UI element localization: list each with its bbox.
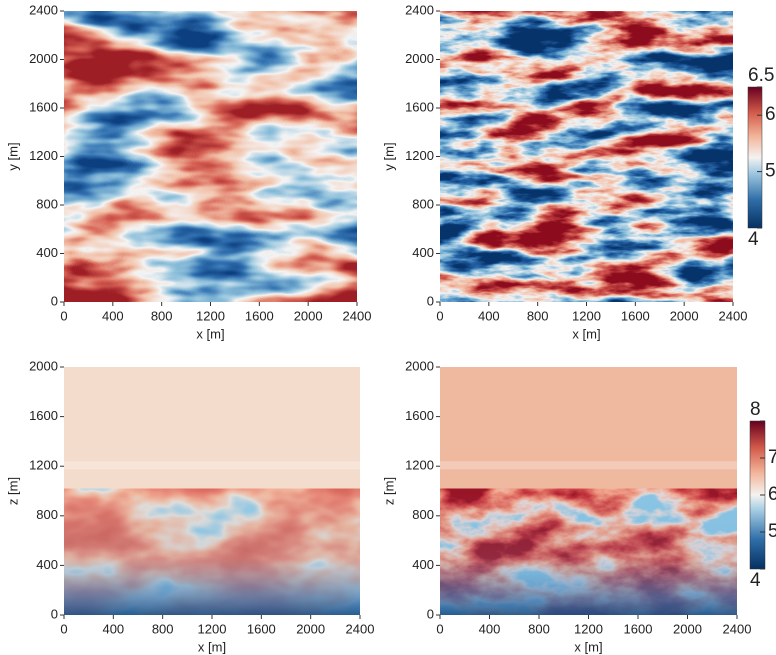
y-tick-label: 1600 [29,408,58,423]
colorbar-tick-label: 6 [765,104,776,125]
x-tick-label: 2000 [296,621,325,636]
y-tick-label: 1200 [29,458,58,473]
y-tick-label: 400 [412,245,434,260]
y-tick-label: 1600 [29,99,58,114]
x-tick-label: 800 [527,308,549,323]
x-tick-label: 2400 [343,308,372,323]
x-tick-label: 800 [151,308,173,323]
x-tick-label: 2000 [294,308,323,323]
colorbar-tick-label: 6.5 [748,65,774,86]
x-tick-label: 2400 [723,621,752,636]
x-tick-label: 2000 [673,621,702,636]
colorbar-tick-label: 4 [748,229,759,250]
x-axis-label: x [m] [574,639,602,654]
x-tick-label: 1600 [624,621,653,636]
y-axis-label: z [m] [381,477,396,505]
x-tick-label: 800 [152,621,174,636]
x-tick-label: 2400 [719,308,748,323]
colorbar-tick-label: 6 [768,484,776,505]
y-tick-label: 2400 [405,2,434,17]
y-tick-label: 2000 [29,358,58,373]
x-tick-label: 1200 [572,308,601,323]
colorbar-tick-label: 4 [750,570,761,591]
y-tick-label: 800 [412,507,434,522]
x-tick-label: 0 [436,621,443,636]
surface-shading [64,488,360,615]
field [440,11,733,302]
y-tick-label: 800 [412,196,434,211]
inversion-band [64,461,360,470]
x-axis-label: x [m] [196,326,224,341]
y-tick-label: 2000 [29,51,58,66]
x-tick-label: 2000 [670,308,699,323]
x-tick-label: 400 [102,621,124,636]
x-tick-label: 1200 [198,621,227,636]
y-tick-label: 800 [36,196,58,211]
x-tick-label: 1600 [245,308,274,323]
x-tick-label: 1600 [621,308,650,323]
y-axis-label: z [m] [5,477,20,505]
y-tick-label: 0 [51,293,58,308]
colorbar-tick-label: 5 [768,521,776,542]
y-tick-label: 1200 [405,148,434,163]
x-tick-label: 400 [478,308,500,323]
y-tick-label: 800 [36,507,58,522]
y-tick-label: 1200 [29,148,58,163]
y-tick-label: 2000 [405,51,434,66]
x-tick-label: 0 [60,621,67,636]
colorbar-tick-label: 5 [765,161,776,182]
x-tick-label: 400 [479,621,501,636]
y-tick-label: 2000 [405,358,434,373]
y-tick-label: 1600 [405,99,434,114]
x-axis-label: x [m] [198,639,226,654]
x-axis-label: x [m] [572,326,600,341]
x-tick-label: 2400 [346,621,375,636]
surface-shading [440,488,737,615]
y-tick-label: 1600 [405,408,434,423]
x-tick-label: 800 [528,621,550,636]
x-tick-label: 1600 [247,621,276,636]
y-tick-label: 0 [427,606,434,621]
y-tick-label: 2400 [29,2,58,17]
colorbar-tick-label: 8 [750,399,761,420]
field [64,11,357,302]
y-axis-label: y [m] [381,142,396,170]
x-tick-label: 400 [102,308,124,323]
x-tick-label: 0 [436,308,443,323]
x-tick-label: 0 [60,308,67,323]
inversion-band [440,461,737,470]
y-tick-label: 1200 [405,458,434,473]
y-tick-label: 400 [412,557,434,572]
colorbar-tick-label: 7 [768,447,776,468]
x-tick-label: 1200 [574,621,603,636]
y-tick-label: 0 [427,293,434,308]
y-tick-label: 0 [51,606,58,621]
y-tick-label: 400 [36,557,58,572]
y-tick-label: 400 [36,245,58,260]
colorbar [747,86,763,229]
x-tick-label: 1200 [196,308,225,323]
y-axis-label: y [m] [5,142,20,170]
